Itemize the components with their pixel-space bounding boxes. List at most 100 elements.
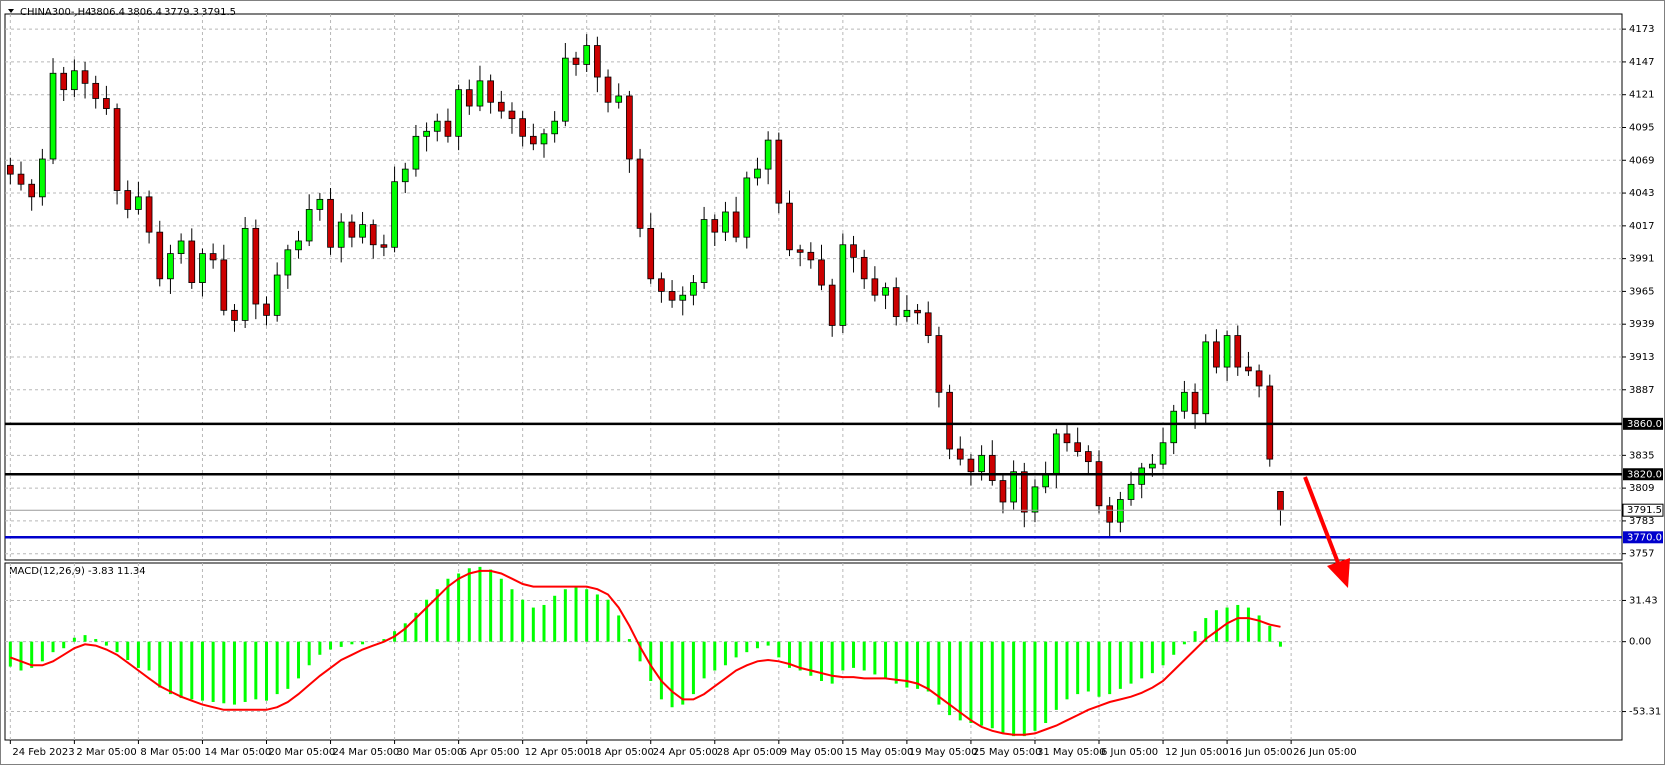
x-tick-label: 12 Apr 05:00 [525,747,590,758]
candle-body [455,89,462,137]
x-tick-label: 25 May 05:00 [973,747,1042,758]
candle-body [103,98,110,109]
x-tick-label: 30 Mar 05:00 [397,747,464,758]
candle-body [28,183,36,198]
candle-body [284,249,292,276]
level-label: 3770.0 [1627,532,1662,543]
candle-body [796,249,804,253]
candle-body [860,256,868,280]
candle-body [1020,471,1028,513]
candle-body [1138,467,1146,485]
last-price-box [1622,503,1664,517]
candle-body [348,221,356,238]
candle-body [1052,433,1060,475]
candle-body [903,309,911,318]
candle-body [562,57,569,122]
y-tick-label: 3835 [1629,450,1654,461]
last-price-label: 3791.5 [1627,505,1662,516]
x-tick-label: 15 May 05:00 [845,747,914,758]
signal-line [9,569,1281,736]
x-tick-label: 14 Mar 05:00 [204,747,271,758]
candle-body [519,118,526,137]
x-tick-label: 6 Apr 05:00 [461,747,520,758]
x-tick-label: 8 Mar 05:00 [140,747,200,758]
candle-body [1117,499,1124,523]
last-high: 3806.4 [127,7,162,18]
y-tick-label: 31.43 [1629,595,1658,606]
candle-body [71,70,78,91]
candle-body [1277,491,1284,511]
candle-body [668,291,676,301]
candle-body [1149,463,1156,469]
level-box [1623,468,1663,481]
candle-body [337,221,345,248]
candle-body [135,196,142,210]
level-label: 3820.0 [1627,469,1662,480]
candle-body [508,110,516,120]
candle-body [188,240,196,283]
arrow-head [1327,558,1350,588]
candle-body [391,181,398,248]
candle-body [1010,471,1017,503]
candle-body [850,244,857,258]
candle-body [1095,461,1103,507]
candle-body [423,130,430,137]
candle-body [263,303,270,316]
candle-body [145,196,153,233]
candle-body [690,282,697,296]
x-tick-label: 18 Apr 05:00 [589,747,654,758]
y-tick-label: 3939 [1629,319,1654,330]
x-tick-label: 26 Jun 05:00 [1293,747,1357,758]
candle-body [924,312,932,336]
candle-body [786,202,793,251]
candle-body [1042,473,1049,488]
candle-body [81,70,89,84]
candle-body [1127,483,1135,500]
candle-body [327,198,334,248]
y-tick-label: 0.00 [1629,637,1651,648]
candle-body [978,454,985,473]
candle-body [401,168,409,183]
x-tick-label: 20 Mar 05:00 [268,747,335,758]
candle-body [241,227,249,321]
candle-body [967,458,975,473]
symbol: CHINA300-,H4 [20,7,92,18]
candle-body [209,253,217,261]
candle-body [775,139,783,204]
x-tick-label: 6 Jun 05:00 [1101,747,1158,758]
level-box [1623,531,1663,544]
candle-body [818,259,825,286]
candle-body [487,80,494,103]
candle-body [369,224,377,246]
y-tick-label: 3757 [1629,549,1654,560]
x-tick-label: 12 Jun 05:00 [1165,747,1229,758]
candle-body [1266,385,1274,460]
candle-body [882,287,889,296]
candle-body [273,274,281,316]
candle-body [935,335,943,393]
candle-body [679,294,687,301]
candle-body [1255,370,1263,387]
header: CHINA300-,H4 3806.4 3806.4 3779.3 3791.5… [8,7,236,577]
candle-body [700,219,708,283]
candle-body [732,211,740,238]
macd-title: MACD(12,26,9) [9,566,85,577]
level-box [1623,417,1663,430]
candle-body [412,135,420,170]
last-open: 3806.4 [90,7,125,18]
candle-body [465,89,473,107]
candle-body [871,278,879,296]
candle-body [359,224,366,238]
candle-body [60,72,68,91]
dropdown-icon [8,9,14,13]
y-tick-label: 3965 [1629,286,1654,297]
y-tick-label: 4017 [1629,221,1654,232]
signal-last: 11.34 [117,566,146,577]
candle-body [1223,335,1231,368]
x-tick-label: 2 Mar 05:00 [76,747,136,758]
candle-body [988,454,996,481]
x-tick-label: 31 May 05:00 [1037,747,1106,758]
arrow-shaft [1303,476,1342,569]
candle-body [615,95,623,103]
